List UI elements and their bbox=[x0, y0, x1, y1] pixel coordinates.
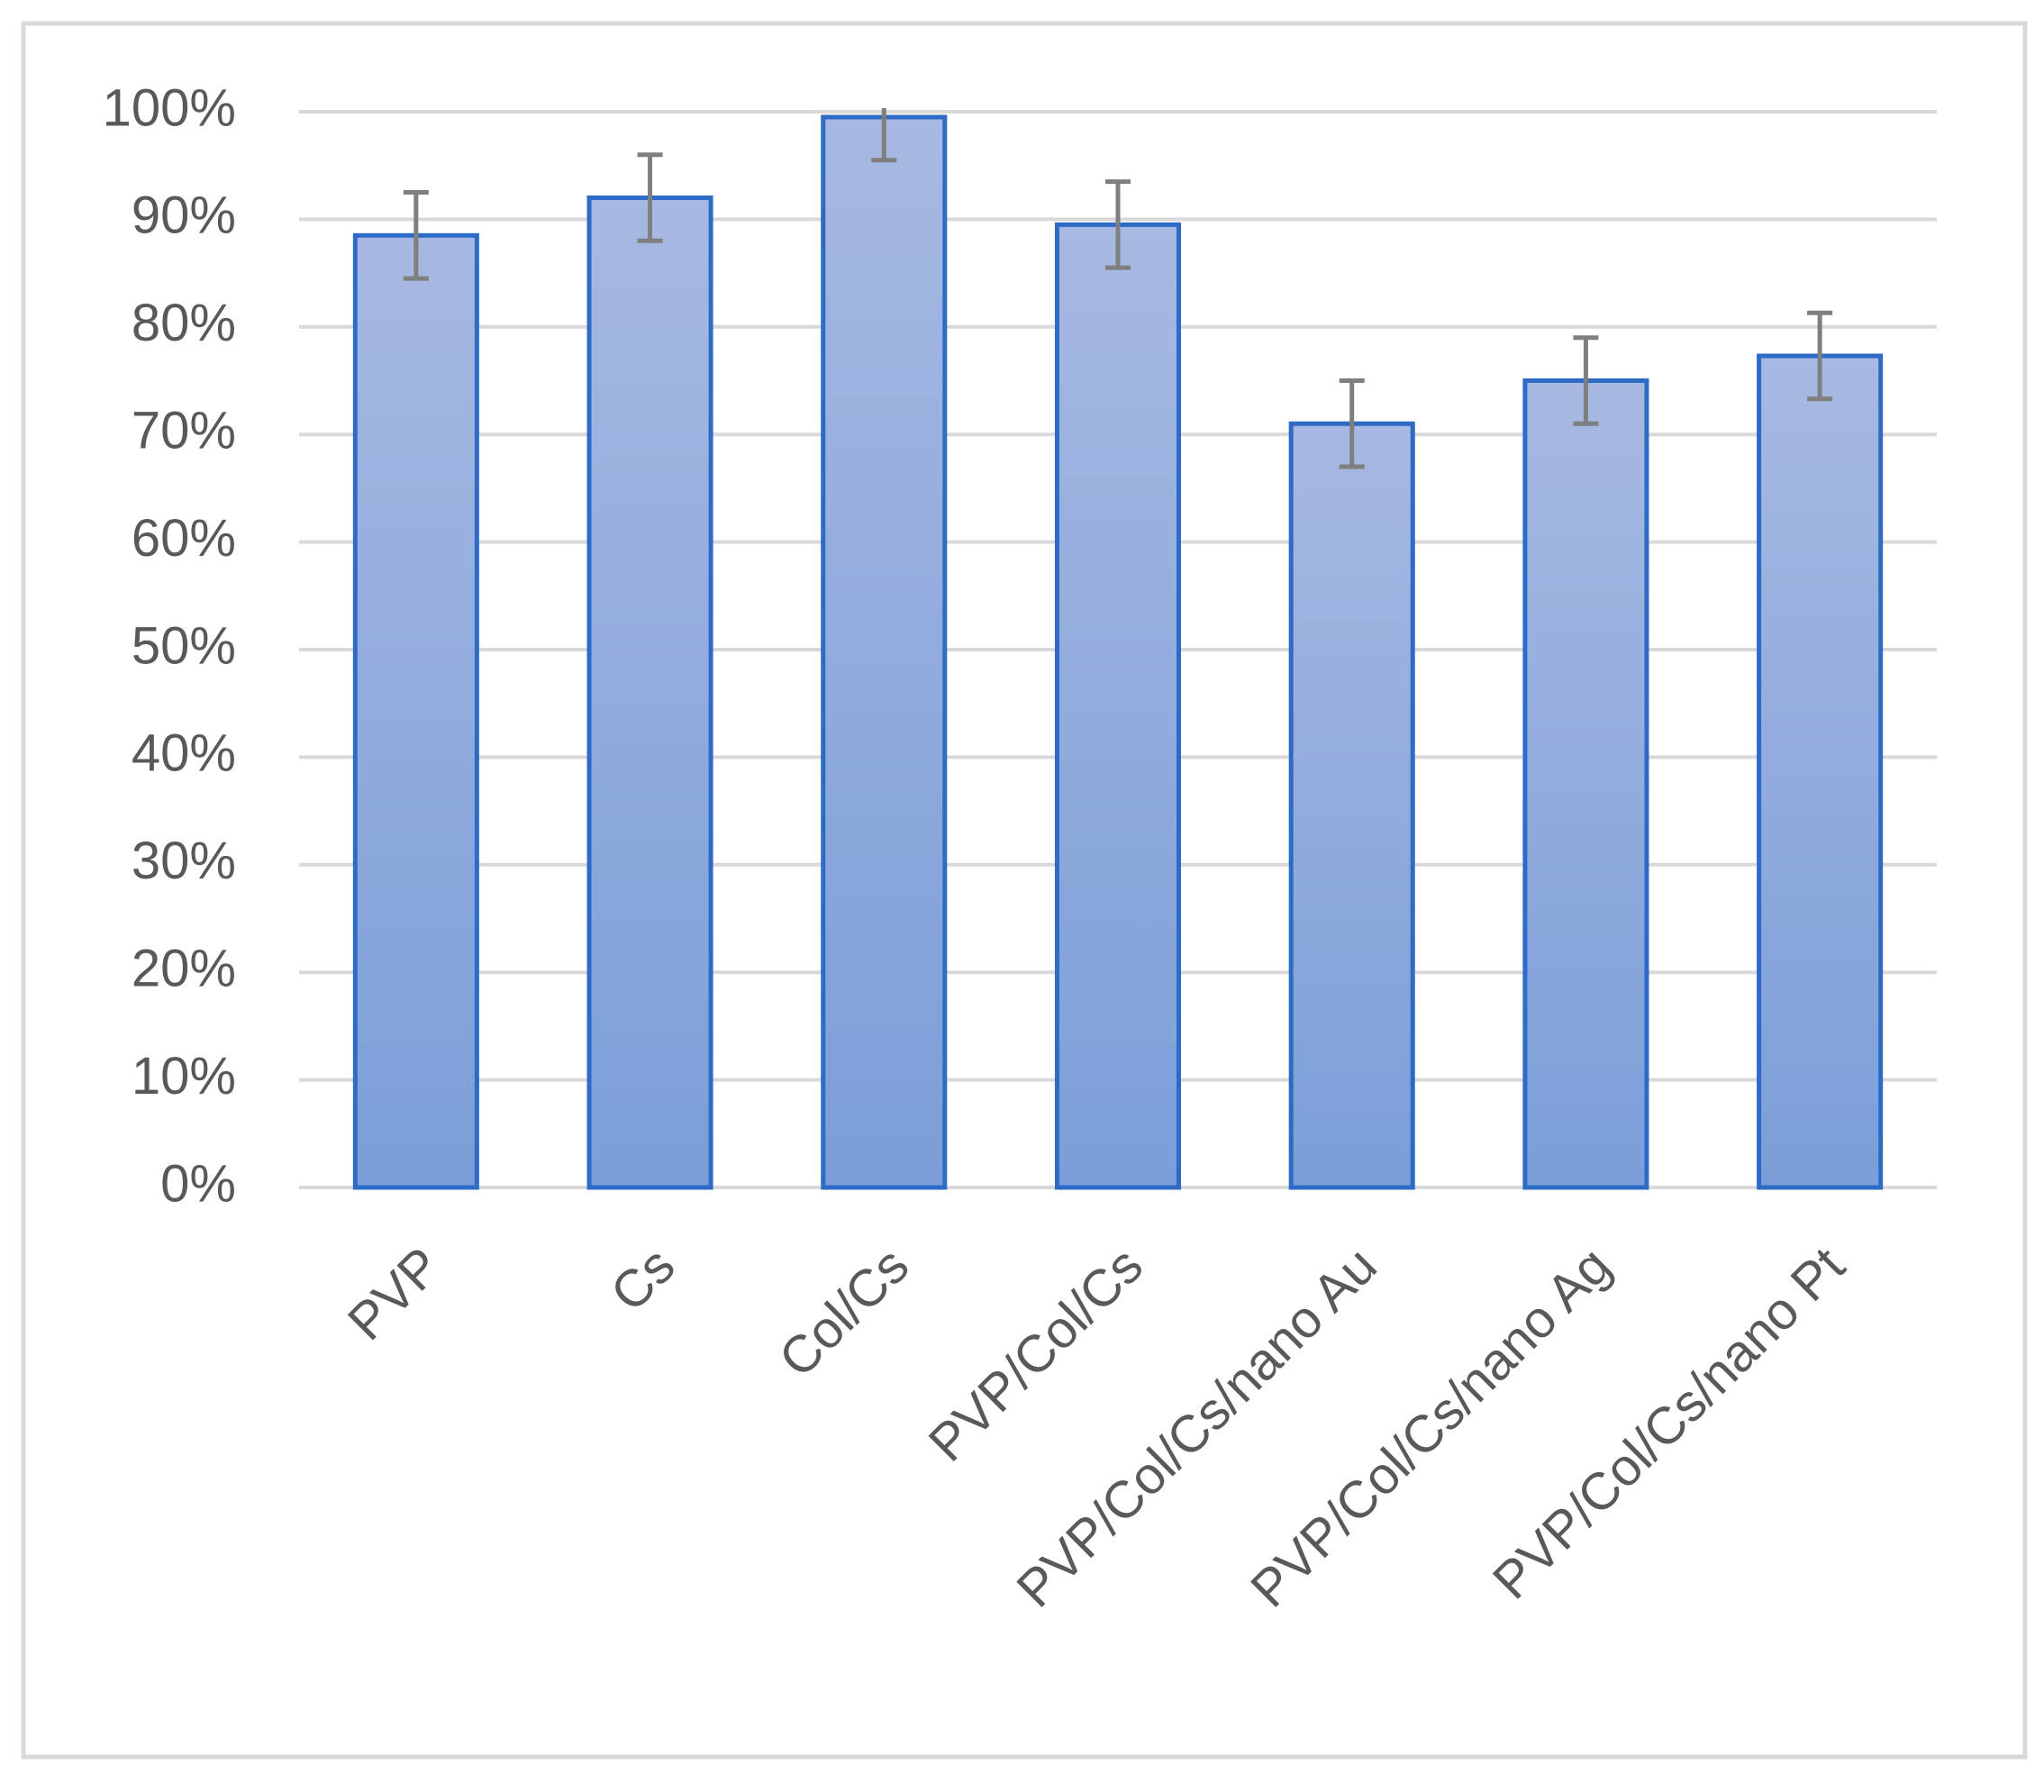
y-tick-label: 30% bbox=[132, 832, 236, 890]
y-tick-label: 90% bbox=[132, 186, 236, 245]
error-bar bbox=[1339, 378, 1365, 469]
bar bbox=[1288, 421, 1415, 1190]
plot-area bbox=[352, 108, 1884, 1190]
bar bbox=[586, 196, 713, 1190]
y-tick-label: 80% bbox=[132, 294, 236, 352]
y-tick-label: 70% bbox=[132, 402, 236, 460]
bar bbox=[352, 232, 479, 1190]
error-bar bbox=[637, 152, 663, 243]
error-bar bbox=[403, 190, 429, 281]
y-tick-label: 100% bbox=[103, 78, 236, 137]
bar bbox=[821, 114, 948, 1190]
bar bbox=[1757, 353, 1884, 1190]
y-tick-label: 60% bbox=[132, 509, 236, 568]
error-bar bbox=[1807, 310, 1833, 402]
y-tick-label: 0% bbox=[160, 1154, 236, 1213]
error-bar bbox=[1573, 335, 1599, 426]
y-tick-label: 20% bbox=[132, 940, 236, 998]
y-tick-label: 50% bbox=[132, 616, 236, 675]
y-tick-label: 10% bbox=[132, 1047, 236, 1105]
chart-frame bbox=[21, 21, 2028, 1760]
error-bar bbox=[871, 108, 897, 163]
error-bar bbox=[1105, 179, 1131, 270]
bar bbox=[1054, 222, 1182, 1190]
bar bbox=[1522, 378, 1649, 1190]
y-tick-label: 40% bbox=[132, 724, 236, 783]
